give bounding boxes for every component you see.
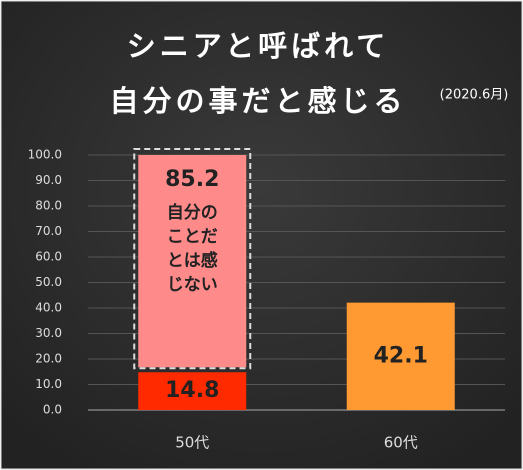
y-tick-label: 20.0 (35, 352, 62, 366)
bar (346, 302, 455, 410)
y-tick-label: 30.0 (35, 326, 62, 340)
value-label: 42.1 (374, 343, 428, 368)
y-tick-label: 70.0 (35, 224, 62, 238)
value-label: 85.2 (165, 167, 219, 192)
bar (138, 155, 247, 368)
bar (138, 372, 247, 410)
value-label: 14.8 (165, 378, 219, 403)
series-label: 自分のことだとは感じない (167, 202, 218, 295)
x-tick-label: 50代 (175, 434, 209, 452)
chart-subtitle: 自分の事だと感じる (109, 84, 406, 118)
note: (2020.6月) (440, 88, 509, 103)
chart-title: シニアと呼ばれて (127, 29, 390, 63)
y-tick-label: 80.0 (35, 199, 62, 213)
y-tick-label: 10.0 (35, 377, 62, 391)
y-tick-label: 60.0 (35, 250, 62, 264)
y-tick-label: 0.0 (43, 403, 62, 417)
y-tick-label: 100.0 (28, 148, 62, 162)
x-tick-label: 60代 (384, 434, 418, 452)
y-tick-label: 50.0 (35, 275, 62, 289)
bar-outline (133, 148, 252, 370)
y-tick-label: 40.0 (35, 301, 62, 315)
y-tick-label: 90.0 (35, 173, 62, 187)
